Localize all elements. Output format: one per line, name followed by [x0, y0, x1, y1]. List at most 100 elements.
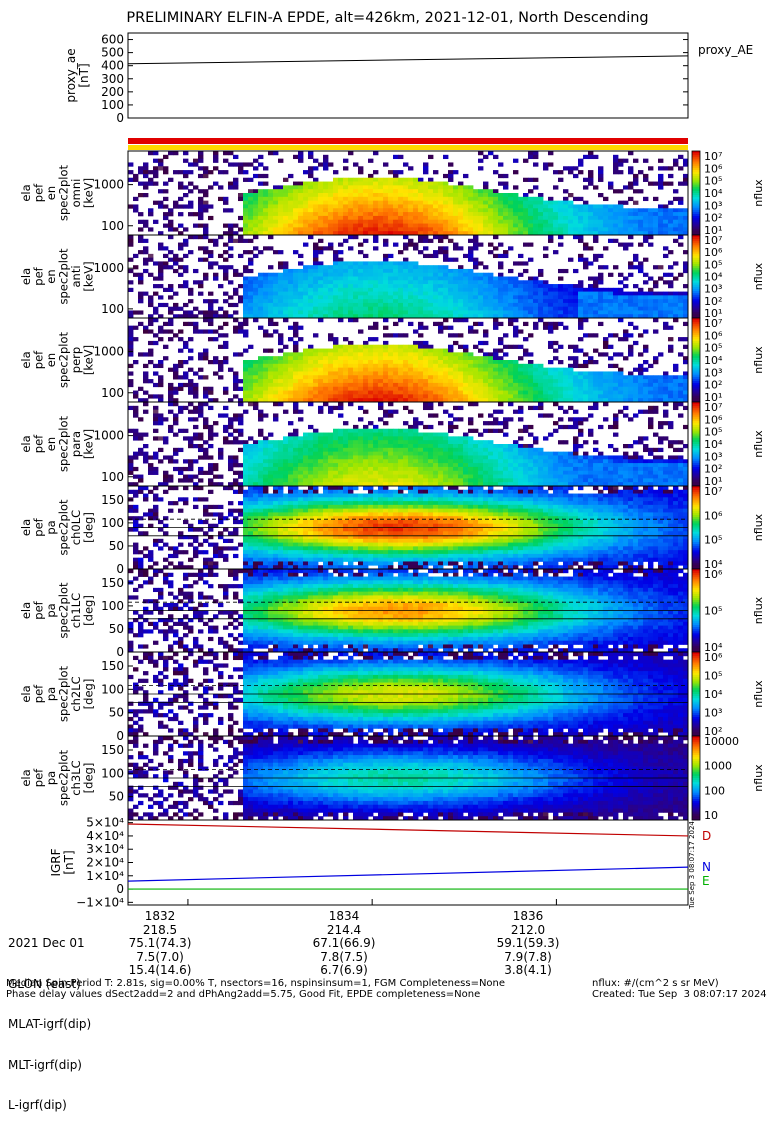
heatmap-cell — [653, 379, 658, 383]
heatmap-cell — [303, 459, 308, 463]
heatmap-cell — [493, 170, 498, 174]
heatmap-cell — [233, 436, 238, 440]
heatmap-cell — [478, 356, 483, 360]
heatmap-cell — [283, 345, 288, 349]
heatmap-cell — [253, 455, 258, 459]
heatmap-cell — [473, 322, 478, 326]
heatmap-cell — [448, 375, 453, 379]
heatmap-cell — [428, 379, 433, 383]
heatmap-cell — [468, 197, 473, 201]
heatmap-cell — [428, 212, 433, 216]
heatmap-cell — [343, 310, 348, 314]
heatmap-cell — [283, 185, 288, 189]
heatmap-cell — [538, 368, 543, 372]
heatmap-cell — [303, 463, 308, 467]
heatmap-cell — [563, 197, 568, 201]
heatmap-cell — [278, 391, 283, 395]
heatmap-cell — [633, 254, 638, 258]
heatmap-cell — [258, 433, 263, 437]
heatmap-cell — [303, 197, 308, 201]
heatmap-cell — [418, 220, 423, 224]
colorbar-tick-label: 10⁶ — [704, 329, 723, 342]
heatmap-cell — [163, 455, 168, 459]
heatmap-cell — [258, 375, 263, 379]
heatmap-cell — [188, 440, 193, 444]
heatmap-cell — [388, 280, 393, 284]
heatmap-cell — [253, 364, 258, 368]
heatmap-cell — [643, 391, 648, 395]
heatmap-cell — [213, 277, 218, 281]
heatmap-cell — [258, 440, 263, 444]
heatmap-cell — [178, 212, 183, 216]
heatmap-cell — [223, 265, 228, 269]
heatmap-cell — [258, 368, 263, 372]
heatmap-cell — [248, 391, 253, 395]
heatmap-cell — [658, 174, 663, 178]
heatmap-cell — [338, 349, 343, 353]
heatmap-cell — [218, 360, 223, 364]
heatmap-cell — [158, 246, 163, 250]
heatmap-cell — [668, 337, 673, 341]
heatmap-cell — [338, 455, 343, 459]
heatmap-cell — [143, 224, 148, 228]
heatmap-cell — [303, 391, 308, 395]
heatmap-cell — [263, 371, 268, 375]
heatmap-cell — [578, 295, 583, 299]
heatmap-cell — [663, 375, 668, 379]
heatmap-cell — [338, 459, 343, 463]
heatmap-cell — [423, 360, 428, 364]
heatmap-cell — [408, 212, 413, 216]
heatmap-cell — [313, 459, 318, 463]
heatmap-cell — [248, 277, 253, 281]
heatmap-cell — [333, 383, 338, 387]
heatmap-cell — [268, 284, 273, 288]
heatmap-cell — [198, 444, 203, 448]
heatmap-cell — [583, 243, 588, 247]
heatmap-cell — [148, 208, 153, 212]
heatmap-cell — [233, 162, 238, 166]
heatmap-cell — [328, 303, 333, 307]
heatmap-cell — [503, 333, 508, 337]
heatmap-cell — [343, 379, 348, 383]
heatmap-cell — [308, 288, 313, 292]
heatmap-cell — [503, 250, 508, 254]
heatmap-cell — [378, 178, 383, 182]
heatmap-cell — [243, 208, 248, 212]
heatmap-cell — [333, 433, 338, 437]
heatmap-cell — [403, 258, 408, 262]
heatmap-cell — [413, 185, 418, 189]
heatmap-cell — [153, 284, 158, 288]
heatmap-cell — [208, 360, 213, 364]
heatmap-cell — [163, 170, 168, 174]
heatmap-cell — [298, 360, 303, 364]
heatmap-cell — [253, 216, 258, 220]
heatmap-cell — [488, 371, 493, 375]
heatmap-cell — [503, 254, 508, 258]
heatmap-cell — [338, 208, 343, 212]
heatmap-cell — [493, 208, 498, 212]
heatmap-cell — [503, 295, 508, 299]
heatmap-cell — [293, 326, 298, 330]
heatmap-cell — [513, 220, 518, 224]
heatmap-cell — [133, 273, 138, 277]
heatmap-cell — [633, 383, 638, 387]
heatmap-cell — [493, 307, 498, 311]
heatmap-cell — [518, 329, 523, 333]
heatmap-cell — [178, 337, 183, 341]
heatmap-cell — [383, 243, 388, 247]
heatmap-cell — [263, 174, 268, 178]
heatmap-cell — [653, 182, 658, 186]
heatmap-cell — [478, 277, 483, 281]
heatmap-cell — [323, 459, 328, 463]
heatmap-cell — [678, 216, 683, 220]
heatmap-cell — [438, 394, 443, 398]
heatmap-cell — [518, 224, 523, 228]
heatmap-cell — [168, 410, 173, 414]
heatmap-cell — [233, 155, 238, 159]
heatmap-cell — [483, 204, 488, 208]
heatmap-cell — [373, 246, 378, 250]
heatmap-cell — [343, 295, 348, 299]
heatmap-cell — [678, 337, 683, 341]
heatmap-cell — [333, 204, 338, 208]
heatmap-cell — [268, 471, 273, 475]
